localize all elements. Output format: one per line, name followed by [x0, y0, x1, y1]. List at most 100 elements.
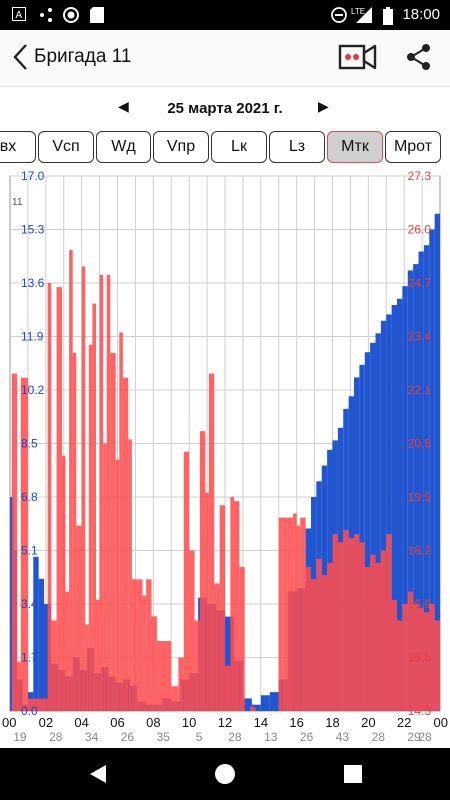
- bar-red: [359, 542, 365, 711]
- left-axis-tick-label: 3.4: [21, 597, 38, 611]
- tab-vh[interactable]: вх: [0, 131, 36, 163]
- bar-red: [348, 538, 354, 711]
- bar-blue: [242, 698, 252, 711]
- tab-mtk[interactable]: Mтк: [327, 131, 383, 163]
- home-icon[interactable]: [213, 762, 237, 786]
- left-axis-tick-label: 1.7: [21, 651, 38, 665]
- bar-red: [115, 459, 120, 711]
- bar-red: [418, 608, 424, 711]
- bar-blue: [359, 364, 365, 711]
- tab-lz[interactable]: Lз: [269, 131, 325, 163]
- bar-red: [171, 686, 179, 711]
- chevron-left-icon[interactable]: [10, 42, 34, 72]
- tab-wd[interactable]: Wд: [96, 131, 151, 163]
- right-axis-tick-label: 26.0: [408, 223, 432, 237]
- bar-blue: [407, 270, 414, 711]
- bar-blue: [413, 264, 419, 711]
- bar-blue: [364, 352, 371, 711]
- x-hour-label: 16: [289, 715, 303, 730]
- signal-icon: [356, 7, 372, 27]
- status-bar: A LTE 18:00: [0, 0, 450, 30]
- bar-red: [137, 579, 143, 711]
- tab-mrot[interactable]: Mрот: [385, 131, 441, 163]
- bar-red: [199, 431, 206, 711]
- bar-red: [327, 562, 333, 711]
- left-axis-tick-label: 6.8: [21, 490, 38, 504]
- bar-red: [375, 562, 381, 711]
- chart: 0.0 14.3 1.7 15.6 3.4 16.9 5.1 18.2 6.8 19.5 8.5 20…: [0, 169, 450, 748]
- bar-red: [92, 303, 96, 711]
- left-axis-tick-label: 0.0: [21, 704, 38, 718]
- triangle-left-icon[interactable]: ◀: [118, 98, 129, 114]
- x-minute-label: 34: [85, 730, 99, 744]
- bar-red: [56, 287, 62, 711]
- bar-red: [51, 620, 57, 711]
- network-type-label: LTE: [351, 7, 366, 16]
- svg-text:A: A: [16, 10, 23, 21]
- video-camera-icon[interactable]: [338, 42, 378, 72]
- tab-label: Vсп: [52, 138, 80, 155]
- bar-red: [311, 579, 317, 711]
- bar-red: [131, 579, 138, 711]
- back-nav-icon[interactable]: [86, 762, 110, 786]
- bar-red: [233, 501, 240, 711]
- x-minute-label: 5: [196, 730, 203, 744]
- bar-red: [423, 612, 430, 711]
- bar-blue: [269, 692, 279, 711]
- bar-red: [11, 373, 18, 711]
- app-bar: Бригада 11: [0, 30, 450, 87]
- right-axis-tick-label: 22.1: [408, 383, 432, 397]
- bar-red: [296, 525, 301, 711]
- tab-vsp[interactable]: Vсп: [38, 131, 94, 163]
- bar-red: [61, 455, 66, 711]
- right-axis-tick-label: 23.4: [408, 330, 432, 344]
- bar-red: [316, 558, 322, 711]
- bar-blue: [418, 251, 424, 711]
- bar-red: [293, 513, 297, 711]
- bar-red: [219, 505, 225, 711]
- recents-icon[interactable]: [341, 762, 365, 786]
- bar-red: [110, 352, 116, 711]
- bar-red: [151, 616, 157, 711]
- sd-card-icon: [90, 7, 104, 27]
- bar-red: [183, 451, 190, 711]
- bar-blue: [380, 320, 387, 711]
- bar-red: [397, 620, 403, 711]
- bar-red: [230, 497, 234, 711]
- tab-label: Mрот: [393, 138, 433, 155]
- bar-red: [364, 566, 371, 711]
- bar-red: [103, 443, 107, 711]
- x-hour-label: 22: [397, 715, 411, 730]
- x-minute-label: 29: [407, 730, 421, 744]
- right-axis-tick-label: 14.3: [408, 704, 432, 718]
- bar-blue: [397, 298, 403, 711]
- triangle-right-icon[interactable]: ▶: [318, 98, 329, 114]
- tab-label: Vпр: [166, 138, 196, 155]
- tab-vpr[interactable]: Vпр: [153, 131, 209, 163]
- x-hour-label: 20: [361, 715, 375, 730]
- bar-blue: [251, 704, 261, 711]
- bar-red: [429, 604, 435, 711]
- chart-svg: 0.0 14.3 1.7 15.6 3.4 16.9 5.1 18.2 6.8 19.5 8.5 20…: [2, 169, 448, 744]
- tab-label: вх: [0, 138, 17, 155]
- x-hour-label: 08: [146, 715, 160, 730]
- bar-red: [386, 534, 392, 711]
- bar-red: [156, 641, 172, 711]
- bar-red: [332, 534, 338, 711]
- share-icon[interactable]: [404, 42, 434, 72]
- bar-red: [122, 377, 129, 711]
- left-axis-tick-label: 10.2: [21, 383, 45, 397]
- bar-red: [146, 579, 152, 711]
- bar-red: [337, 542, 344, 711]
- x-hour-label: 12: [218, 715, 232, 730]
- x-hour-label: 00: [2, 715, 16, 730]
- bar-red: [47, 283, 52, 711]
- bar-blue: [434, 213, 440, 711]
- bar-red: [214, 583, 220, 711]
- bar-blue: [423, 245, 430, 711]
- bar-red: [413, 604, 419, 711]
- tab-lk[interactable]: Lк: [211, 131, 267, 163]
- share-network-icon: [38, 7, 54, 27]
- bar-blue: [429, 229, 435, 711]
- x-minute-label: 28: [49, 730, 63, 744]
